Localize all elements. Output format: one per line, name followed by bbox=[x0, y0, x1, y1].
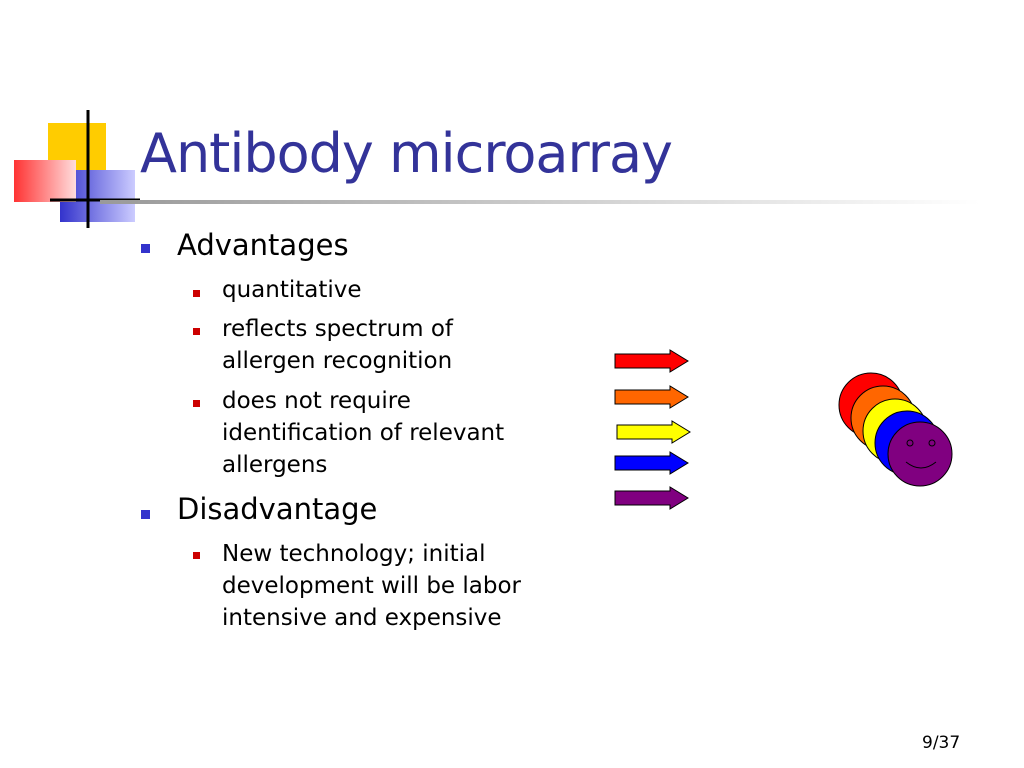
page-number: 9/37 bbox=[922, 733, 961, 753]
bullet bbox=[193, 552, 200, 559]
heading: Advantages bbox=[177, 228, 349, 262]
title: Antibody microarray bbox=[140, 122, 673, 185]
bullet bbox=[141, 244, 150, 253]
bullet bbox=[141, 510, 150, 519]
item: New technology; initial development will… bbox=[222, 541, 521, 631]
bullet bbox=[193, 328, 200, 335]
bullet bbox=[193, 290, 200, 297]
item: does not require identification of relev… bbox=[222, 388, 505, 478]
item: quantitative bbox=[222, 277, 362, 303]
item: reflects spectrum of allergen recognitio… bbox=[222, 316, 454, 374]
bullet bbox=[193, 400, 200, 407]
heading: Disadvantage bbox=[177, 492, 378, 526]
